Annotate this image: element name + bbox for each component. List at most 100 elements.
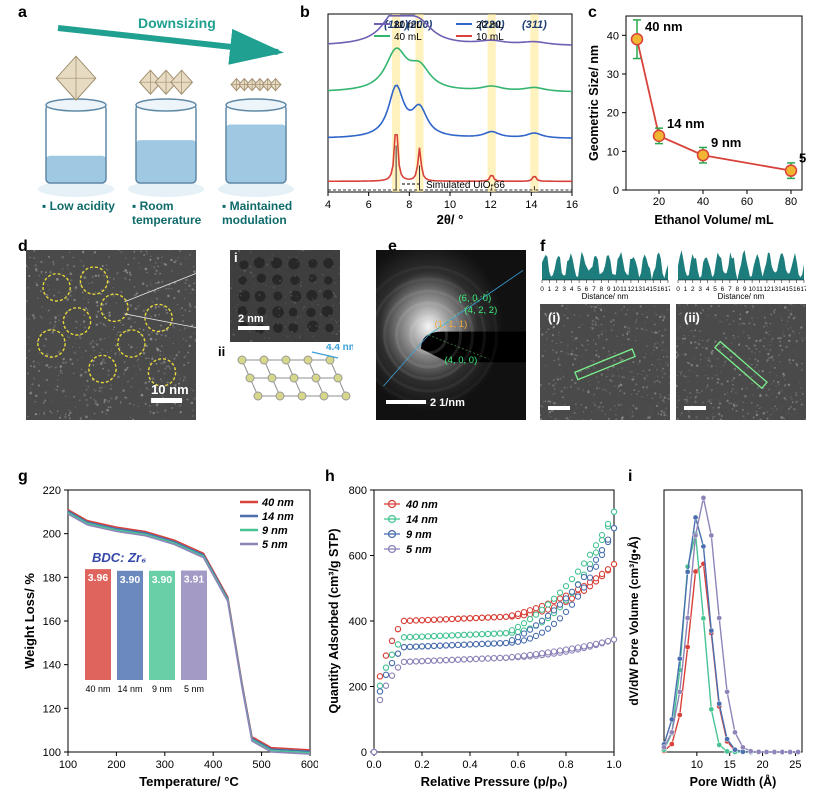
- svg-text:5: 5: [577, 286, 581, 293]
- svg-text:20: 20: [607, 108, 619, 120]
- svg-text:(6, 0, 0): (6, 0, 0): [459, 293, 492, 304]
- svg-text:600: 600: [301, 759, 318, 771]
- svg-text:3.91: 3.91: [184, 574, 205, 586]
- svg-text:2θ/ °: 2θ/ °: [437, 212, 464, 227]
- svg-text:800: 800: [349, 485, 367, 497]
- svg-text:10: 10: [607, 146, 619, 158]
- svg-text:Quantity Adsorbed (cm³/g STP): Quantity Adsorbed (cm³/g STP): [327, 529, 341, 714]
- svg-text:10 mL: 10 mL: [476, 32, 504, 43]
- svg-text:5 nm: 5 nm: [406, 544, 432, 556]
- svg-text:0: 0: [676, 286, 680, 293]
- svg-text:6: 6: [366, 199, 372, 211]
- svg-text:10: 10: [444, 199, 456, 211]
- svg-text:9 nm: 9 nm: [711, 135, 741, 150]
- svg-text:Downsizing: Downsizing: [138, 15, 216, 31]
- svg-text:2 1/nm: 2 1/nm: [430, 397, 465, 409]
- svg-text:5: 5: [713, 286, 717, 293]
- svg-text:Weight Loss/ %: Weight Loss/ %: [22, 573, 37, 669]
- svg-text:Simulated UiO-66: Simulated UiO-66: [426, 180, 505, 191]
- svg-text:modulation: modulation: [222, 213, 287, 227]
- svg-text:0.8: 0.8: [558, 759, 573, 771]
- svg-text:9 nm: 9 nm: [262, 525, 288, 537]
- svg-text:3.90: 3.90: [120, 574, 141, 586]
- panel-f-ii-label: (ii): [684, 310, 700, 325]
- svg-text:80: 80: [785, 196, 797, 208]
- svg-text:Ethanol Volume/ mL: Ethanol Volume/ mL: [654, 213, 774, 227]
- svg-text:0.0: 0.0: [366, 759, 381, 771]
- svg-text:60: 60: [741, 196, 753, 208]
- panel-h: 0.00.20.40.60.81.00200400600800Relative …: [322, 474, 622, 792]
- svg-text:220: 220: [43, 485, 61, 497]
- svg-text:20: 20: [756, 759, 768, 771]
- svg-text:10 nm: 10 nm: [151, 382, 189, 397]
- svg-text:3.96: 3.96: [88, 572, 109, 584]
- svg-text:dV/dW Pore Volume (cm³/g•Å): dV/dW Pore Volume (cm³/g•Å): [626, 536, 641, 705]
- svg-text:BDC: Zr₆: BDC: Zr₆: [92, 550, 146, 565]
- svg-text:30: 30: [607, 69, 619, 81]
- svg-text:4: 4: [706, 286, 710, 293]
- panel-c: 20 40 60 80 0 10 20 30 40 Ethanol Volume/ mL Geome…: [584, 8, 808, 228]
- svg-text:40 nm: 40 nm: [645, 19, 683, 34]
- svg-text:3: 3: [562, 286, 566, 293]
- svg-text:16: 16: [566, 199, 578, 211]
- panel-g: 100200300400500600100120140160180200220T…: [18, 474, 318, 792]
- panel-d-i: 2 nm: [230, 250, 340, 342]
- svg-text:12: 12: [485, 199, 497, 211]
- svg-text:80 mL: 80 mL: [394, 20, 422, 31]
- svg-text:140: 140: [43, 660, 61, 672]
- svg-text:1: 1: [548, 286, 552, 293]
- svg-text:9 nm: 9 nm: [152, 684, 172, 694]
- svg-text:0.4: 0.4: [462, 759, 477, 771]
- svg-text:2: 2: [691, 286, 695, 293]
- svg-text:Temperature/ °C: Temperature/ °C: [139, 774, 239, 789]
- svg-text:8: 8: [406, 199, 412, 211]
- svg-text:0: 0: [361, 747, 367, 759]
- svg-text:100: 100: [59, 759, 77, 771]
- svg-text:0.6: 0.6: [510, 759, 525, 771]
- panel-f-i-profile: 01234567891011121314151617Distance/ nm: [540, 248, 670, 300]
- panel-f-i-label: (i): [548, 310, 560, 325]
- svg-text:400: 400: [349, 616, 367, 628]
- panel-i: 10152025Pore Width (Å)dV/dW Pore Volume …: [624, 474, 808, 792]
- svg-text:160: 160: [43, 616, 61, 628]
- svg-text:100: 100: [43, 747, 61, 759]
- panel-e: (1, 1, 1)(6, 0, 0)(4, 2, 2)(4, 0, 0)2 1/…: [376, 250, 526, 420]
- svg-text:500: 500: [252, 759, 270, 771]
- svg-text:▪ Low acidity: ▪ Low acidity: [42, 199, 115, 213]
- svg-text:14 nm: 14 nm: [117, 684, 142, 694]
- svg-text:600: 600: [349, 551, 367, 563]
- svg-text:3.90: 3.90: [152, 574, 173, 586]
- svg-text:(311): (311): [522, 19, 547, 31]
- svg-text:0: 0: [540, 286, 544, 293]
- svg-text:Geometric Size/ nm: Geometric Size/ nm: [587, 45, 601, 161]
- svg-text:5 nm: 5 nm: [184, 684, 204, 694]
- svg-text:14 nm: 14 nm: [406, 514, 438, 526]
- panel-b: (111)(200)(220)(311)468101214162θ/ °80 m…: [300, 8, 580, 228]
- svg-text:2 nm: 2 nm: [238, 313, 264, 325]
- svg-text:(4, 0, 0): (4, 0, 0): [445, 355, 478, 366]
- svg-text:1.0: 1.0: [606, 759, 621, 771]
- svg-text:0: 0: [613, 185, 619, 197]
- svg-text:5 nm: 5 nm: [799, 151, 808, 166]
- svg-text:40: 40: [607, 30, 619, 42]
- svg-text:4.4 nm: 4.4 nm: [326, 344, 353, 353]
- svg-text:200: 200: [107, 759, 125, 771]
- svg-text:180: 180: [43, 572, 61, 584]
- svg-text:▪ Room: ▪ Room: [132, 199, 174, 213]
- svg-text:14 nm: 14 nm: [262, 511, 294, 523]
- svg-text:40 nm: 40 nm: [85, 684, 110, 694]
- svg-text:Distance/ nm: Distance/ nm: [718, 292, 765, 300]
- panel-d: 10 nm: [26, 250, 196, 420]
- svg-text:200: 200: [349, 682, 367, 694]
- svg-text:14: 14: [525, 199, 537, 211]
- svg-text:40 mL: 40 mL: [394, 32, 422, 43]
- svg-text:0.2: 0.2: [414, 759, 429, 771]
- svg-text:(4, 2, 2): (4, 2, 2): [465, 305, 498, 316]
- svg-text:20: 20: [653, 196, 665, 208]
- svg-text:4: 4: [570, 286, 574, 293]
- svg-text:10: 10: [691, 759, 703, 771]
- svg-text:20 mL: 20 mL: [476, 20, 504, 31]
- svg-text:4: 4: [325, 199, 331, 211]
- svg-text:40: 40: [697, 196, 709, 208]
- svg-text:40 nm: 40 nm: [261, 497, 294, 509]
